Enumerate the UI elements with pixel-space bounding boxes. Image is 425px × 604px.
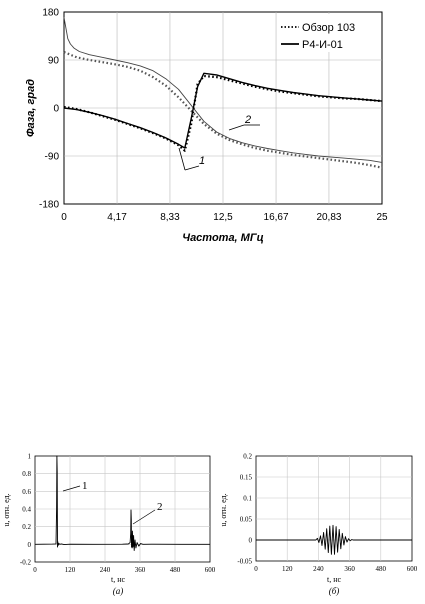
x-tick-label: 4,17 xyxy=(107,212,127,223)
y-tick-label: -90 xyxy=(45,152,60,163)
legend-label-obzor: Обзор 103 xyxy=(302,22,355,34)
pulse-a-callout-1 xyxy=(62,485,81,492)
phase-legend: Обзор 103 Р4-И-01 xyxy=(278,14,380,52)
curve-label-1: 1 xyxy=(199,155,205,167)
x-tick-label: 8,33 xyxy=(160,212,180,223)
series-line xyxy=(63,72,383,149)
callout-line-2 xyxy=(228,124,245,131)
series-line xyxy=(256,524,412,555)
pulse-b-y-axis-label: u, отн. ед. xyxy=(219,493,228,526)
pulse-b-y-ticks: 0.2 0.15 0.1 0.05 0 -0.05 xyxy=(237,452,252,565)
phase-series-group xyxy=(63,17,383,169)
x-tick-label: 480 xyxy=(170,566,181,574)
y-tick-label: 0.1 xyxy=(243,494,252,502)
y-tick-label: -0.05 xyxy=(237,557,252,565)
callout-line-1 xyxy=(184,165,200,171)
pulse-a-label-1: 1 xyxy=(82,480,88,492)
x-tick-label: 0 xyxy=(33,566,37,574)
callout-line-1b xyxy=(178,147,186,171)
pulse-a-series-group xyxy=(34,455,210,551)
x-tick-label: 600 xyxy=(407,565,418,573)
x-tick-label: 12,5 xyxy=(213,212,233,223)
phase-y-ticks: 180 90 0 -90 -180 xyxy=(39,8,59,211)
pulse-chart-a: 0 120 240 360 480 600 10.80.60.40.20-0.2 t, н… xyxy=(2,452,216,596)
legend-label-p4: Р4-И-01 xyxy=(302,39,343,51)
curve-label-2: 2 xyxy=(244,114,251,126)
x-tick-label: 480 xyxy=(376,565,387,573)
pulse-b-plot-area xyxy=(255,455,413,562)
y-tick-label: -0.2 xyxy=(20,558,32,566)
phase-chart: 0 4,17 8,33 12,5 16,67 20,83 25 180900-90-180 … xyxy=(25,8,388,245)
y-tick-label: 0.2 xyxy=(22,523,31,531)
pulse-a-y-ticks: 1 0.8 0.6 0.4 0.2 0 -0.2 xyxy=(20,452,32,566)
y-tick-label: 1 xyxy=(28,452,32,460)
pulse-b-series-group xyxy=(256,524,412,555)
pulse-a-y-axis-label: u, отн. ед. xyxy=(2,493,11,526)
phase-x-ticks: 0 4,17 8,33 12,5 16,67 20,83 25 xyxy=(61,212,388,223)
y-tick-label: 90 xyxy=(48,56,60,67)
x-tick-label: 0 xyxy=(254,565,258,573)
x-tick-label: 120 xyxy=(282,565,293,573)
x-tick-label: 240 xyxy=(313,565,324,573)
pulse-b-x-axis-label: t, нс xyxy=(327,575,342,584)
x-tick-label: 120 xyxy=(65,566,76,574)
x-tick-label: 16,67 xyxy=(264,212,289,223)
pulse-a-label-2: 2 xyxy=(157,501,163,513)
pulse-a-x-axis-label: t, нс xyxy=(111,575,126,584)
y-tick-label: 180 xyxy=(42,8,59,19)
pulse-b-caption: (б) xyxy=(329,586,340,596)
pulse-a-caption: (а) xyxy=(113,586,124,596)
y-tick-label: 0 xyxy=(249,536,253,544)
series-line xyxy=(63,50,383,169)
x-tick-label: 25 xyxy=(376,212,388,223)
y-tick-label: 0.4 xyxy=(22,505,31,513)
pulse-b-x-ticks: 0 120 240 360 480 600 xyxy=(254,565,418,573)
x-tick-label: 0 xyxy=(61,212,67,223)
y-tick-label: 0 xyxy=(53,104,59,115)
pulse-a-x-ticks: 0 120 240 360 480 600 xyxy=(33,566,216,574)
y-tick-label: 0.05 xyxy=(240,515,253,523)
y-tick-label: -180 xyxy=(39,200,59,211)
y-tick-label: 0 xyxy=(28,541,32,549)
legend-box xyxy=(278,14,380,52)
y-tick-label: 0.6 xyxy=(22,488,31,496)
pulse-chart-b: 0 120 240 360 480 600 0.20.150.10.050-0.05 t,… xyxy=(219,452,418,596)
y-tick-label: 0.8 xyxy=(22,470,31,478)
pulse-a-grid xyxy=(35,456,210,562)
pulse-a-callout-2 xyxy=(132,509,156,525)
x-tick-label: 360 xyxy=(344,565,355,573)
x-tick-label: 600 xyxy=(205,566,216,574)
y-tick-label: 0.2 xyxy=(243,452,252,460)
x-tick-label: 20,83 xyxy=(316,212,341,223)
x-tick-label: 360 xyxy=(135,566,146,574)
series-line xyxy=(34,455,210,551)
phase-x-axis-label: Частота, МГц xyxy=(182,232,263,244)
phase-y-axis-label: Фаза, град xyxy=(25,79,37,137)
x-tick-label: 240 xyxy=(100,566,111,574)
y-tick-label: 0.15 xyxy=(240,473,253,481)
series-line xyxy=(63,17,383,163)
